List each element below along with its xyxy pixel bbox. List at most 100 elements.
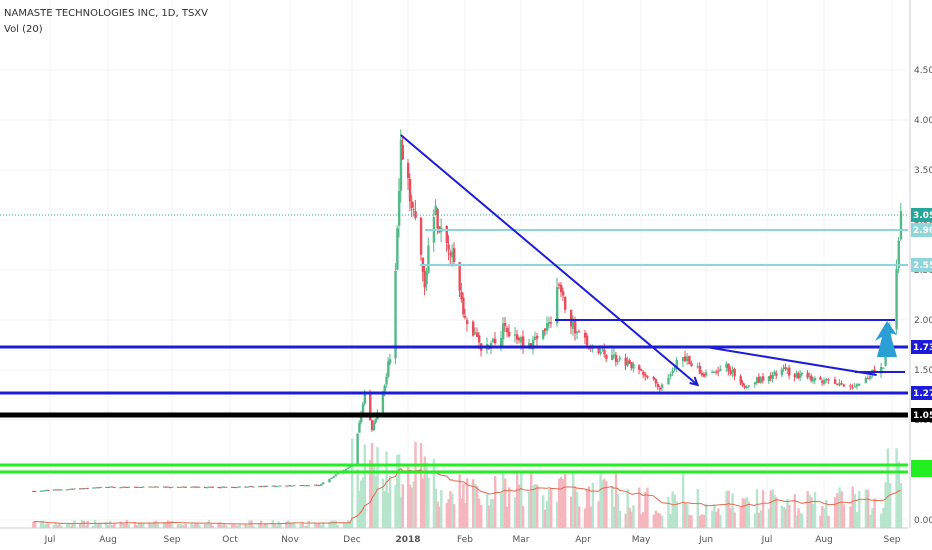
candle-body	[221, 486, 224, 488]
volume-bar	[401, 484, 404, 528]
price-label-box	[911, 386, 932, 400]
volume-bar	[374, 476, 377, 528]
candle-body	[618, 357, 622, 360]
volume-bar	[154, 520, 157, 528]
chart-legend: NAMASTE TECHNOLOGIES INC, 1D, TSXV Vol (…	[4, 6, 208, 38]
volume-bar	[54, 522, 58, 528]
volume-bar	[556, 501, 559, 528]
volume-bar	[285, 521, 288, 528]
price-axis[interactable]: 4.504.003.503.002.502.001.501.000.500.00…	[909, 0, 932, 528]
candle-body	[851, 387, 854, 389]
horizontal-levels[interactable]	[0, 214, 908, 474]
volume-bar	[490, 498, 493, 528]
candle-body	[148, 486, 151, 488]
candle-body	[412, 209, 415, 211]
volume-bar	[244, 524, 247, 528]
candle-body	[211, 486, 214, 488]
volume-bar	[328, 522, 331, 528]
volume-bar	[784, 508, 787, 528]
volume-bar	[332, 520, 335, 528]
candle-body	[769, 375, 773, 379]
volume-bar	[514, 497, 517, 528]
candle-body	[711, 372, 714, 374]
volume-bar	[303, 525, 306, 528]
volume-bar	[150, 523, 153, 528]
volume-bar	[773, 495, 776, 528]
volume-bar	[739, 507, 742, 528]
candle-body	[556, 287, 559, 324]
candle-body	[178, 487, 182, 489]
trendlines[interactable]	[400, 134, 877, 387]
price-label-text: 1.27	[913, 389, 932, 399]
time-tick-label: Sep	[884, 535, 901, 545]
volume-bar	[427, 477, 430, 528]
candle-body	[731, 369, 734, 373]
volume-bar	[45, 523, 48, 528]
time-axis[interactable]: Jul Aug Sep Oct Nov Dec 2018 Feb Mar Apr May Jun Jul…	[0, 527, 908, 545]
candle-body	[265, 485, 269, 487]
candle-body	[739, 376, 742, 384]
volume-bar	[528, 491, 531, 528]
volume-bar	[156, 522, 159, 528]
candle-body	[605, 354, 608, 360]
candle-body	[54, 489, 58, 491]
volume-bar	[644, 491, 647, 528]
volume-bar	[880, 513, 883, 528]
volume-bar	[230, 524, 234, 528]
candle-body	[810, 375, 813, 381]
volume-bar	[334, 520, 337, 528]
candle-body	[97, 487, 101, 489]
volume-bar	[560, 476, 563, 528]
candle-body	[45, 489, 48, 491]
volume-bar	[628, 507, 631, 528]
volume-bar	[78, 523, 82, 528]
volume-bar	[438, 506, 441, 528]
volume-bar	[396, 454, 399, 528]
candle-body	[180, 486, 184, 488]
trendline-downtrend-main[interactable]	[400, 134, 699, 386]
candle-body	[410, 201, 414, 208]
trendline-downtrend-minor[interactable]	[705, 346, 877, 376]
candle-body	[332, 476, 335, 478]
volume-bar	[788, 504, 791, 528]
volume-bar	[142, 523, 145, 528]
candle-body	[330, 477, 333, 479]
volume-bar	[542, 495, 545, 528]
volume-bar	[385, 451, 388, 528]
volume-bar	[618, 510, 622, 528]
candle-body	[895, 268, 898, 330]
volume-bar	[476, 486, 479, 528]
volume-bar	[408, 484, 412, 528]
candle-body	[225, 486, 228, 488]
price-label-text: 1.73	[913, 343, 932, 353]
candle-body	[451, 251, 454, 258]
candle-body	[287, 485, 290, 487]
volume-bar	[838, 487, 841, 528]
volume-bar	[546, 500, 549, 528]
volume-bar	[32, 521, 35, 528]
volume-bar	[743, 498, 747, 528]
candle-body	[370, 420, 374, 431]
candle-body	[154, 486, 157, 488]
candle-body	[69, 488, 72, 490]
candle-body	[259, 486, 263, 488]
volume-bar	[232, 524, 236, 528]
candle-body	[713, 371, 716, 373]
volume-bar	[178, 524, 182, 528]
volume-bar	[684, 502, 687, 528]
candle-body	[387, 361, 390, 377]
candle-body	[669, 374, 672, 377]
candle-body	[733, 368, 736, 377]
candle-body	[560, 285, 563, 293]
volume-bar	[252, 525, 255, 528]
candle-body	[671, 370, 674, 373]
candle-body	[184, 486, 187, 488]
price-label-box	[911, 408, 932, 422]
candle-body	[775, 373, 778, 376]
volume-bar	[698, 515, 702, 528]
candle-body	[372, 422, 376, 431]
candle-body	[307, 485, 310, 487]
volume-bar	[574, 486, 577, 528]
volume-bar	[810, 497, 813, 528]
